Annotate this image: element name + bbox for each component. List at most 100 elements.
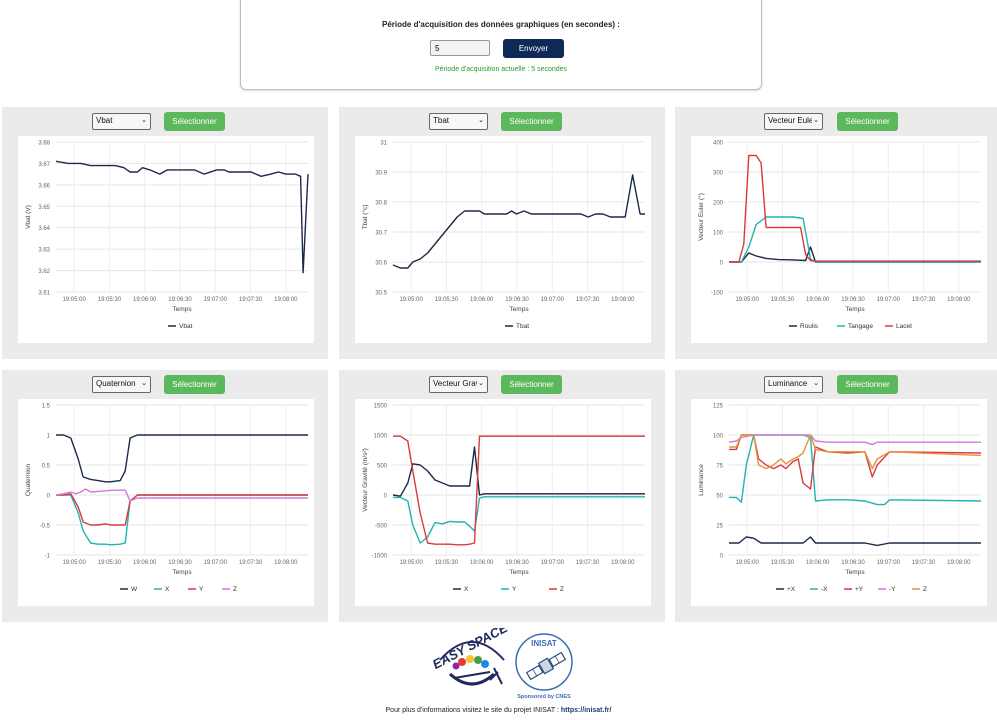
legend-label: Y bbox=[512, 586, 517, 593]
series-line bbox=[729, 434, 982, 506]
series-line bbox=[392, 174, 645, 269]
x-tick-label: 19:05:00 bbox=[399, 560, 423, 566]
series-line bbox=[393, 435, 645, 546]
x-tick-label: 19:06:30 bbox=[168, 297, 192, 303]
y-axis-label: Luminance bbox=[698, 464, 705, 496]
inisat-logo: INISAT Sponsored by CNES bbox=[515, 633, 573, 700]
series-line bbox=[392, 446, 645, 497]
y-tick-label: 100 bbox=[713, 434, 724, 440]
select-button[interactable]: Sélectionner bbox=[501, 112, 562, 131]
chart-area: 1500 1000 500 0 -500 -1000 19:05:00 19:05:30 19:… bbox=[355, 399, 651, 606]
chevron-down-icon: ⌄ bbox=[478, 117, 484, 124]
legend-label: Z bbox=[233, 586, 237, 593]
series-line bbox=[729, 434, 982, 490]
select-button[interactable]: Sélectionner bbox=[501, 375, 562, 394]
y-tick-label: 50 bbox=[716, 494, 723, 500]
data-select[interactable]: Vecteur Gravité⌄ bbox=[429, 376, 488, 393]
y-tick-label: 0 bbox=[47, 494, 51, 500]
y-tick-label: 3.63 bbox=[38, 248, 50, 254]
x-tick-label: 19:08:00 bbox=[611, 297, 635, 303]
x-tick-label: 19:06:00 bbox=[133, 297, 157, 303]
data-select[interactable]: Vecteur Euler ⌄ bbox=[764, 113, 823, 130]
x-tick-label: 19:06:30 bbox=[505, 297, 529, 303]
y-tick-label: 0 bbox=[720, 261, 724, 267]
acquisition-title: Période d'acquisition des données graphi… bbox=[382, 20, 620, 29]
y-tick-label: 125 bbox=[713, 404, 724, 410]
x-tick-label: 19:08:00 bbox=[274, 297, 298, 303]
x-tick-label: 19:06:00 bbox=[133, 560, 157, 566]
chart-panel: Vecteur Euler ⌄ Sélectionner 400 300 200 100 0 -… bbox=[675, 107, 997, 359]
inisat-logo-sub: Sponsored by CNES bbox=[517, 694, 571, 700]
select-button[interactable]: Sélectionner bbox=[164, 375, 225, 394]
y-tick-label: 3.62 bbox=[38, 269, 50, 275]
acquisition-period-input[interactable] bbox=[430, 40, 490, 56]
x-tick-label: 19:07:00 bbox=[204, 560, 228, 566]
x-tick-label: 19:05:00 bbox=[735, 560, 759, 566]
chart-area: 31 30.9 30.8 30.7 30.6 30.5 19:05:00 19:05:30 19… bbox=[355, 136, 651, 343]
y-tick-label: 30.6 bbox=[375, 261, 387, 267]
y-tick-label: 3.64 bbox=[38, 226, 50, 232]
y-tick-label: 200 bbox=[713, 201, 724, 207]
y-tick-label: 31 bbox=[380, 141, 387, 147]
legend-label: +X bbox=[787, 586, 796, 593]
y-tick-label: -500 bbox=[375, 524, 388, 530]
chart-panel: Vbat ⌄ Sélectionner 3.68 3.67 3.66 3.65 3.64 3.6… bbox=[2, 107, 328, 359]
y-tick-label: 0 bbox=[384, 494, 388, 500]
x-tick-label: 19:07:30 bbox=[239, 297, 263, 303]
legend-label: Tangage bbox=[848, 323, 873, 330]
select-button[interactable]: Sélectionner bbox=[164, 112, 225, 131]
send-button[interactable]: Envoyer bbox=[503, 39, 564, 58]
chart-area: 3.68 3.67 3.66 3.65 3.64 3.63 3.62 3.61 19:05:00… bbox=[18, 136, 314, 343]
x-tick-label: 19:06:00 bbox=[470, 560, 494, 566]
chart-svg: 1.5 1 0.5 0 -0.5 -1 19:05:00 19:05:30 19:06:00 19… bbox=[25, 404, 308, 593]
inisat-link[interactable]: https://inisat.fr/ bbox=[560, 707, 612, 714]
x-tick-label: 19:06:30 bbox=[841, 297, 865, 303]
chart-svg: 400 300 200 100 0 -100 19:05:00 19:05:30 19:06:0… bbox=[697, 141, 981, 330]
y-tick-label: -1000 bbox=[372, 554, 388, 560]
data-select-value: Vbat bbox=[96, 116, 113, 125]
legend-label: Tbat bbox=[516, 323, 529, 330]
x-tick-label: 19:06:00 bbox=[806, 297, 830, 303]
select-button[interactable]: Sélectionner bbox=[837, 375, 898, 394]
x-tick-label: 19:07:30 bbox=[239, 560, 263, 566]
data-select[interactable]: Vbat ⌄ bbox=[92, 113, 151, 130]
acquisition-box: Période d'acquisition des données graphi… bbox=[240, 0, 762, 90]
x-tick-label: 19:07:00 bbox=[541, 297, 565, 303]
x-tick-label: 19:08:00 bbox=[947, 297, 971, 303]
y-axis-label: Tbat (°c) bbox=[361, 205, 369, 230]
series-line bbox=[729, 434, 982, 470]
select-button[interactable]: Sélectionner bbox=[837, 112, 898, 131]
x-tick-label: 19:06:30 bbox=[505, 560, 529, 566]
x-tick-label: 19:07:00 bbox=[877, 560, 901, 566]
footer-label: Pour plus d'informations visitez le site… bbox=[385, 707, 561, 714]
chart-area: 1.5 1 0.5 0 -0.5 -1 19:05:00 19:05:30 19:06:00 19… bbox=[18, 399, 314, 606]
y-tick-label: 0.5 bbox=[42, 464, 51, 470]
y-tick-label: 100 bbox=[713, 231, 724, 237]
chart-svg: 1500 1000 500 0 -500 -1000 19:05:00 19:05:30 19:… bbox=[362, 404, 645, 593]
y-tick-label: 3.61 bbox=[38, 291, 50, 297]
data-select[interactable]: Luminance ⌄ bbox=[764, 376, 823, 393]
chart-svg: 3.68 3.67 3.66 3.65 3.64 3.63 3.62 3.61 19:05:00… bbox=[25, 141, 309, 330]
x-tick-label: 19:07:00 bbox=[877, 297, 901, 303]
x-tick-label: 19:05:30 bbox=[771, 297, 795, 303]
y-axis-label: Vbat (V) bbox=[25, 205, 32, 229]
x-tick-label: 19:08:00 bbox=[611, 560, 635, 566]
legend-label: +Y bbox=[855, 586, 864, 593]
y-tick-label: 30.5 bbox=[375, 291, 387, 297]
legend-label: X bbox=[165, 586, 170, 593]
x-tick-label: 19:08:00 bbox=[947, 560, 971, 566]
series-line bbox=[55, 160, 309, 274]
chart-svg: 125 100 75 50 25 0 19:05:00 19:05:30 19:06:00 19:… bbox=[698, 404, 982, 593]
series-line bbox=[729, 216, 981, 263]
x-tick-label: 19:07:30 bbox=[576, 297, 600, 303]
x-tick-label: 19:05:30 bbox=[98, 560, 122, 566]
chart-panel: Tbat ⌄ Sélectionner 31 30.9 30.8 30.7 30.6 30.5 1… bbox=[339, 107, 665, 359]
data-select[interactable]: Tbat ⌄ bbox=[429, 113, 488, 130]
chevron-down-icon: ⌄ bbox=[813, 380, 819, 387]
y-axis-label: Vecteur Gravité (m/s²) bbox=[362, 448, 369, 512]
chevron-down-icon: ⌄ bbox=[141, 117, 147, 124]
chart-area: 400 300 200 100 0 -100 19:05:00 19:05:30 19:06:0… bbox=[691, 136, 987, 343]
data-select[interactable]: Quaternion ⌄ bbox=[92, 376, 151, 393]
legend-label: Lacet bbox=[896, 323, 912, 330]
y-tick-label: 1.5 bbox=[42, 404, 51, 410]
